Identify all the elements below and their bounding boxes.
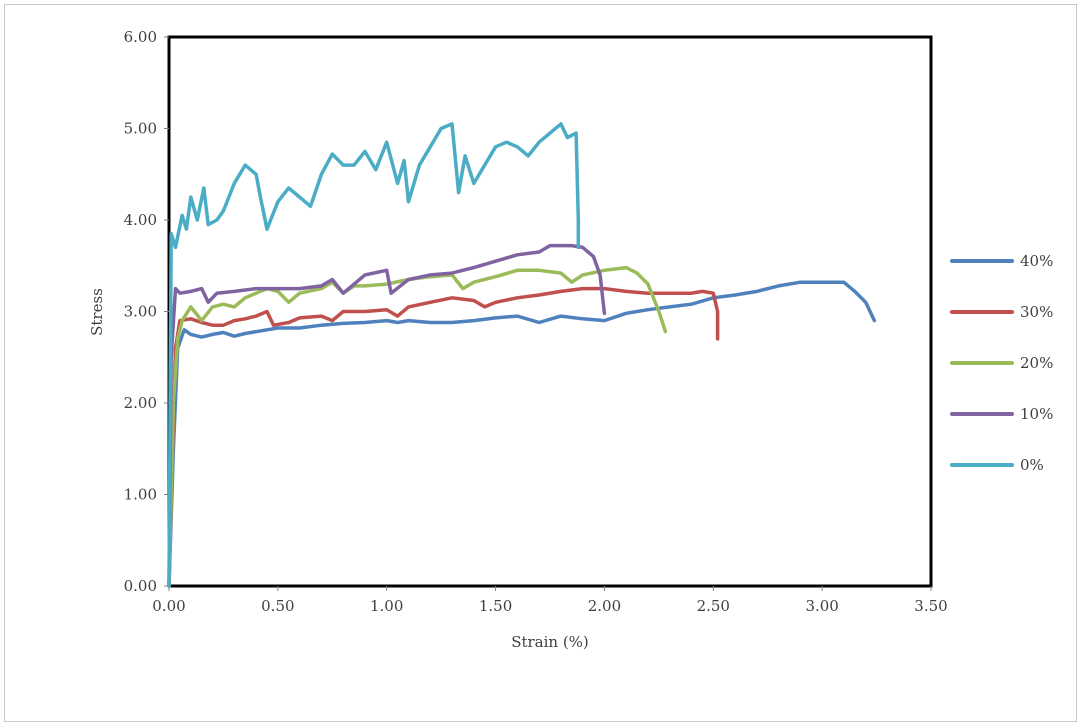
x-tick-label: 1.50	[479, 597, 512, 615]
legend: 40% 30% 20% 10% 0%	[950, 252, 1053, 474]
legend-label: 0%	[1020, 456, 1044, 474]
x-tick-label: 0.50	[261, 597, 294, 615]
legend-label: 10%	[1020, 405, 1053, 423]
series-line-0pct	[167, 122, 581, 588]
series-lines	[167, 122, 877, 588]
y-axis-title: Stress	[88, 288, 106, 336]
series-line-20pct	[167, 265, 668, 588]
x-tick-label: 2.00	[588, 597, 621, 615]
y-tick-label: 6.00	[124, 28, 157, 46]
y-tick-label: 2.00	[124, 394, 157, 412]
legend-label: 20%	[1020, 354, 1053, 372]
y-tick-label: 4.00	[124, 211, 157, 229]
y-tick-label: 1.00	[124, 486, 157, 504]
x-tick-label: 3.00	[805, 597, 838, 615]
y-axis-ticks: 0.00 1.00 2.00 3.00 4.00 5.00 6.00	[124, 28, 169, 595]
plot-area	[167, 35, 933, 588]
x-tick-label: 3.50	[914, 597, 947, 615]
x-axis-title: Strain (%)	[511, 633, 589, 651]
series-line-40pct	[167, 280, 877, 588]
series-line-30pct	[167, 286, 720, 588]
y-tick-label: 5.00	[124, 120, 157, 138]
x-tick-label: 1.00	[370, 597, 403, 615]
x-axis-ticks: 0.00 0.50 1.00 1.50 2.00 2.50 3.00 3.50	[152, 586, 948, 615]
legend-label: 30%	[1020, 303, 1053, 321]
legend-label: 40%	[1020, 252, 1053, 270]
series-line-10pct	[167, 243, 607, 588]
x-tick-label: 2.50	[697, 597, 730, 615]
x-tick-label: 0.00	[152, 597, 185, 615]
y-tick-label: 3.00	[124, 303, 157, 321]
y-tick-label: 0.00	[124, 577, 157, 595]
